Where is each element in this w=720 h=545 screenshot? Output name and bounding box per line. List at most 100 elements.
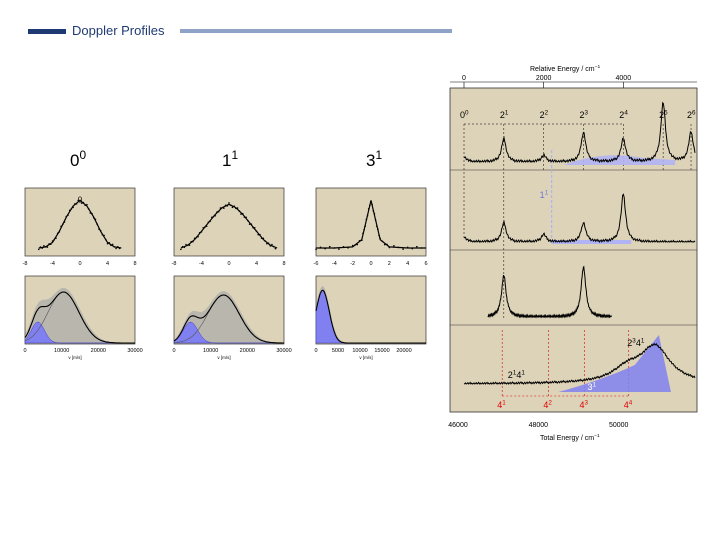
top-profile-point xyxy=(252,226,254,229)
top-profile-point xyxy=(44,246,47,248)
bottom-tick-label: 10000 xyxy=(352,348,367,354)
top-axis-tick-label: 0 xyxy=(462,75,466,82)
top-profile-point xyxy=(58,231,61,233)
uncertainty-band xyxy=(174,291,284,343)
progression-2-label-base: 2 xyxy=(619,110,624,120)
top-profile-point xyxy=(364,225,367,228)
top-profile-point xyxy=(62,223,64,225)
top-profile-point xyxy=(65,215,68,218)
bottom-tick-label: 30000 xyxy=(276,348,291,354)
bottom-tick-label: 0 xyxy=(172,348,175,354)
total-fit-line xyxy=(24,291,135,344)
bottom-axis-label: v [m/s] xyxy=(217,355,230,360)
top-profile-point xyxy=(48,243,50,245)
top-tick-label: 8 xyxy=(282,261,285,267)
bottom-tick-label: 15000 xyxy=(374,348,389,354)
spectrum-annotation-base2: 4 xyxy=(516,370,521,380)
top-profile-point xyxy=(79,199,81,202)
top-profile-point xyxy=(393,245,395,247)
top-tick-label: -4 xyxy=(199,261,204,267)
top-profile-point xyxy=(72,206,74,209)
top-profile-point xyxy=(46,246,49,248)
top-profile-point xyxy=(229,204,232,206)
top-profile-point xyxy=(236,207,239,209)
bottom-axis-tick-label: 46000 xyxy=(448,422,468,429)
top-profile-point xyxy=(243,216,246,218)
top-profile-line xyxy=(180,203,278,249)
header-rule-right xyxy=(180,29,452,33)
top-profile-point xyxy=(259,233,261,236)
top-profile-point xyxy=(253,226,256,229)
top-profile-point xyxy=(402,248,404,250)
top-profile-point xyxy=(338,248,340,250)
top-profile-point xyxy=(185,243,187,246)
top-profile-point xyxy=(347,247,349,249)
top-profile-point xyxy=(416,245,418,248)
top-tick-label: 4 xyxy=(255,261,258,267)
top-profile-point xyxy=(82,201,85,204)
blue-feature-panel1 xyxy=(563,155,676,165)
progression-4-label: 44 xyxy=(624,399,633,410)
top-axis-label-base: Relative Energy / cm xyxy=(530,66,595,73)
progression-2-label: 22 xyxy=(540,109,549,120)
top-profile-point xyxy=(108,242,111,244)
bottom-tick-label: 0 xyxy=(314,348,317,354)
spectrum-annotation-base: 2 xyxy=(508,370,513,380)
profile-label: 11 xyxy=(222,148,238,170)
top-profile-point xyxy=(373,212,376,215)
top-profile-point xyxy=(205,225,208,228)
profile-label-sup: 1 xyxy=(375,148,382,162)
spectrum-annotation: 11 xyxy=(540,189,549,200)
top-profile-point xyxy=(39,246,42,248)
top-profile-point xyxy=(180,248,182,251)
progression-4-label-sup: 3 xyxy=(585,399,589,406)
top-profile-point xyxy=(87,208,90,210)
bottom-axis-tick-label: 50000 xyxy=(609,422,629,429)
top-profile-point xyxy=(68,209,71,212)
progression-2-label: 24 xyxy=(619,109,628,120)
top-profile-point xyxy=(241,212,244,215)
bottom-tick-label: 5000 xyxy=(332,348,344,354)
top-profile-point xyxy=(247,219,249,222)
top-profile-point xyxy=(271,243,273,246)
top-profile-point xyxy=(91,212,93,215)
progression-2-label: 23 xyxy=(579,109,588,120)
top-profile-point xyxy=(63,221,66,223)
bottom-tick-label: 20000 xyxy=(396,348,411,354)
top-tick-label: 2 xyxy=(388,261,391,267)
top-profile-point xyxy=(228,202,230,204)
top-profile-point xyxy=(115,247,117,250)
progression-2-label: 26 xyxy=(687,109,696,120)
bottom-tick-label: 10000 xyxy=(203,348,218,354)
top-profile-point xyxy=(250,223,253,226)
profile-label: 00 xyxy=(70,148,86,170)
top-profile-point xyxy=(267,242,270,244)
top-profile-point xyxy=(212,215,215,218)
bottom-tick-label: 0 xyxy=(23,348,26,354)
progression-2-label: 00 xyxy=(460,109,469,120)
bottom-tick-label: 10000 xyxy=(54,348,69,354)
top-profile-point xyxy=(80,202,83,204)
top-profile-point xyxy=(103,234,105,237)
top-profile-point xyxy=(104,238,107,241)
progression-4-label-base: 4 xyxy=(543,400,548,410)
top-profile-point xyxy=(224,204,227,207)
top-profile-point xyxy=(192,240,194,243)
progression-2-label-base: 2 xyxy=(687,110,692,120)
blue-feature-panel2 xyxy=(551,240,632,244)
top-profile-line xyxy=(316,200,426,249)
top-profile-point xyxy=(238,210,241,212)
top-profile-point xyxy=(361,239,363,242)
spectrum-annotation-sup2: 1 xyxy=(641,337,645,344)
total-fit-line xyxy=(315,289,426,344)
progression-2-label: 21 xyxy=(500,109,509,120)
top-profile-point xyxy=(186,244,189,246)
total-fit-line xyxy=(173,294,284,344)
profile-label-sup: 1 xyxy=(231,148,238,162)
top-profile-point xyxy=(217,210,220,213)
progression-2-label-sup: 2 xyxy=(545,109,549,116)
top-profile-point xyxy=(99,229,102,232)
progression-2-label-base: 2 xyxy=(540,110,545,120)
